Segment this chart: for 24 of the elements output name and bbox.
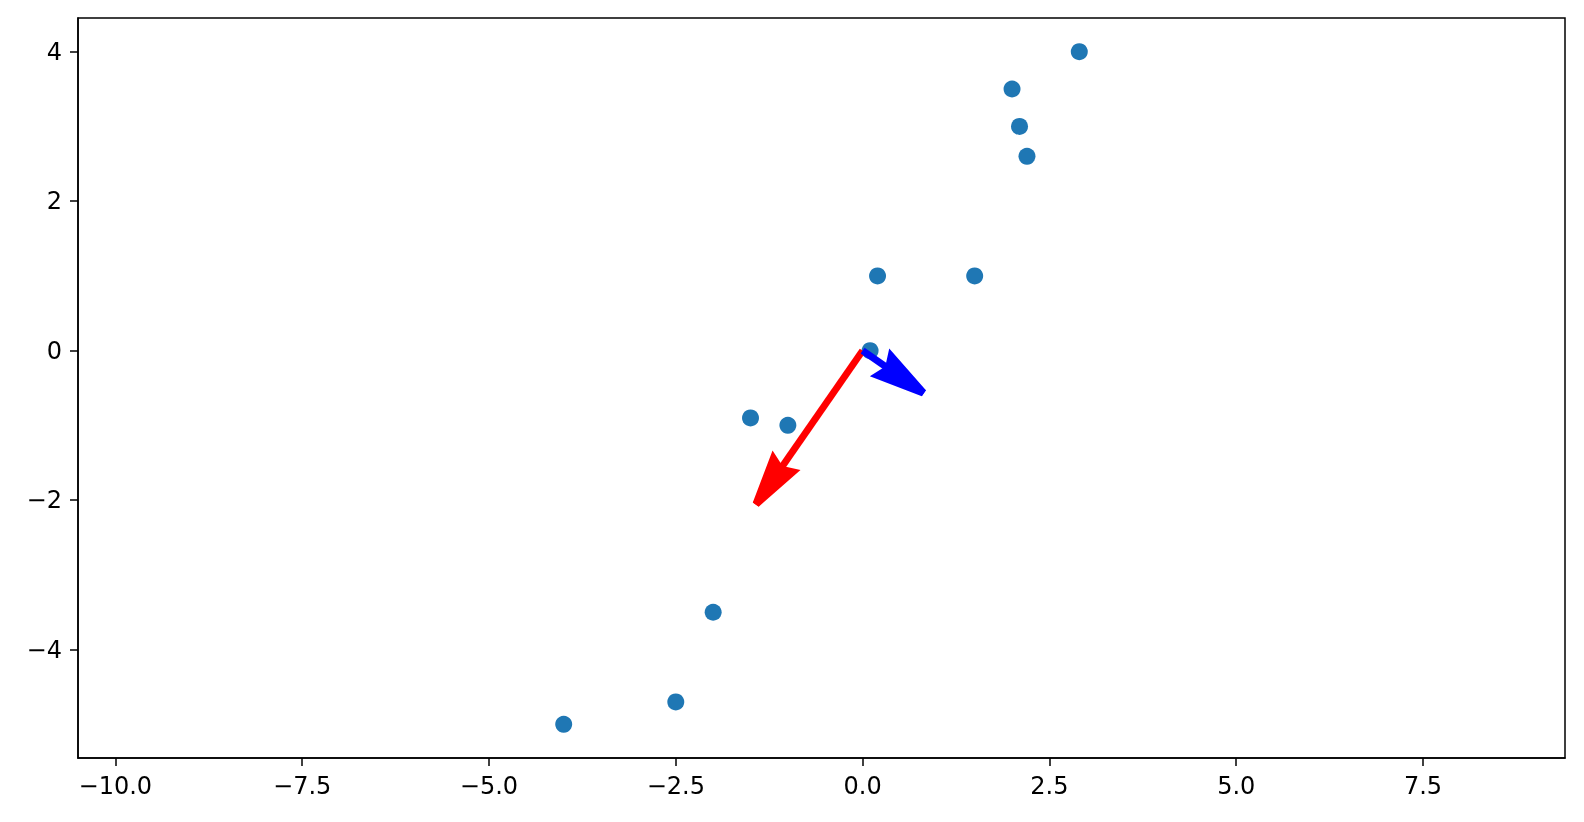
point [667,693,685,711]
point [704,603,722,621]
point [966,267,984,285]
point [1003,80,1021,98]
x-tick-label: −2.5 [646,772,705,800]
y-tick-label: 4 [46,37,62,66]
point [742,409,760,427]
x-tick-label: 0.0 [843,772,882,800]
y-tick-label: 2 [46,187,62,216]
y-tick-label: −2 [26,486,62,515]
point [1011,117,1029,135]
x-tick-label: −5.0 [459,772,519,800]
y-tick-label: −4 [26,635,62,664]
x-tick-label: 2.5 [1030,772,1069,800]
point [869,267,887,285]
x-tick-label: −10.0 [78,772,153,800]
x-tick-label: 5.0 [1217,772,1256,800]
point [1018,147,1036,165]
x-tick-label: 7.5 [1403,772,1443,800]
x-tick-label: −7.5 [273,772,332,800]
point [555,715,573,733]
y-tick-label: 0 [46,336,62,365]
point [1070,43,1088,61]
point [779,416,797,434]
